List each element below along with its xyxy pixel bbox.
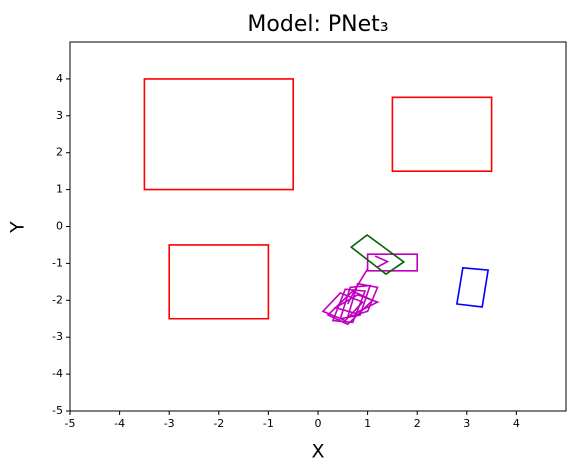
x-tick-label: 2 [414,417,421,430]
x-tick-label: 1 [364,417,371,430]
y-axis-label: Y [7,221,29,234]
y-tick-label: 4 [56,72,63,85]
x-axis-label: X [311,441,324,463]
shape [331,288,367,324]
shape [168,244,270,320]
shape [455,266,490,308]
shape [346,282,379,319]
x-tick-label: -4 [114,417,125,430]
x-tick-label: -2 [213,417,224,430]
y-tick-label: -3 [52,330,63,343]
x-tick-label: 0 [315,417,322,430]
y-tick-label: 3 [56,109,63,122]
chart-title: Model: PNet₃ [247,12,388,37]
x-tick-label: -1 [263,417,274,430]
shape [143,78,295,191]
y-tick-label: -2 [52,293,63,306]
shape [347,268,369,305]
y-tick-label: -4 [52,367,63,380]
x-tick-label: -3 [164,417,175,430]
shape [321,291,365,322]
y-tick-label: 0 [56,220,63,233]
y-tick-label: 1 [56,183,63,196]
y-tick-label: -5 [52,404,63,417]
x-tick-label: 3 [463,417,470,430]
shape [349,233,406,276]
shape [391,96,493,172]
y-tick-label: 2 [56,146,63,159]
y-tick-label: -1 [52,256,63,269]
x-tick-label: 4 [513,417,520,430]
shape [374,255,390,268]
x-tick-label: -5 [65,417,76,430]
